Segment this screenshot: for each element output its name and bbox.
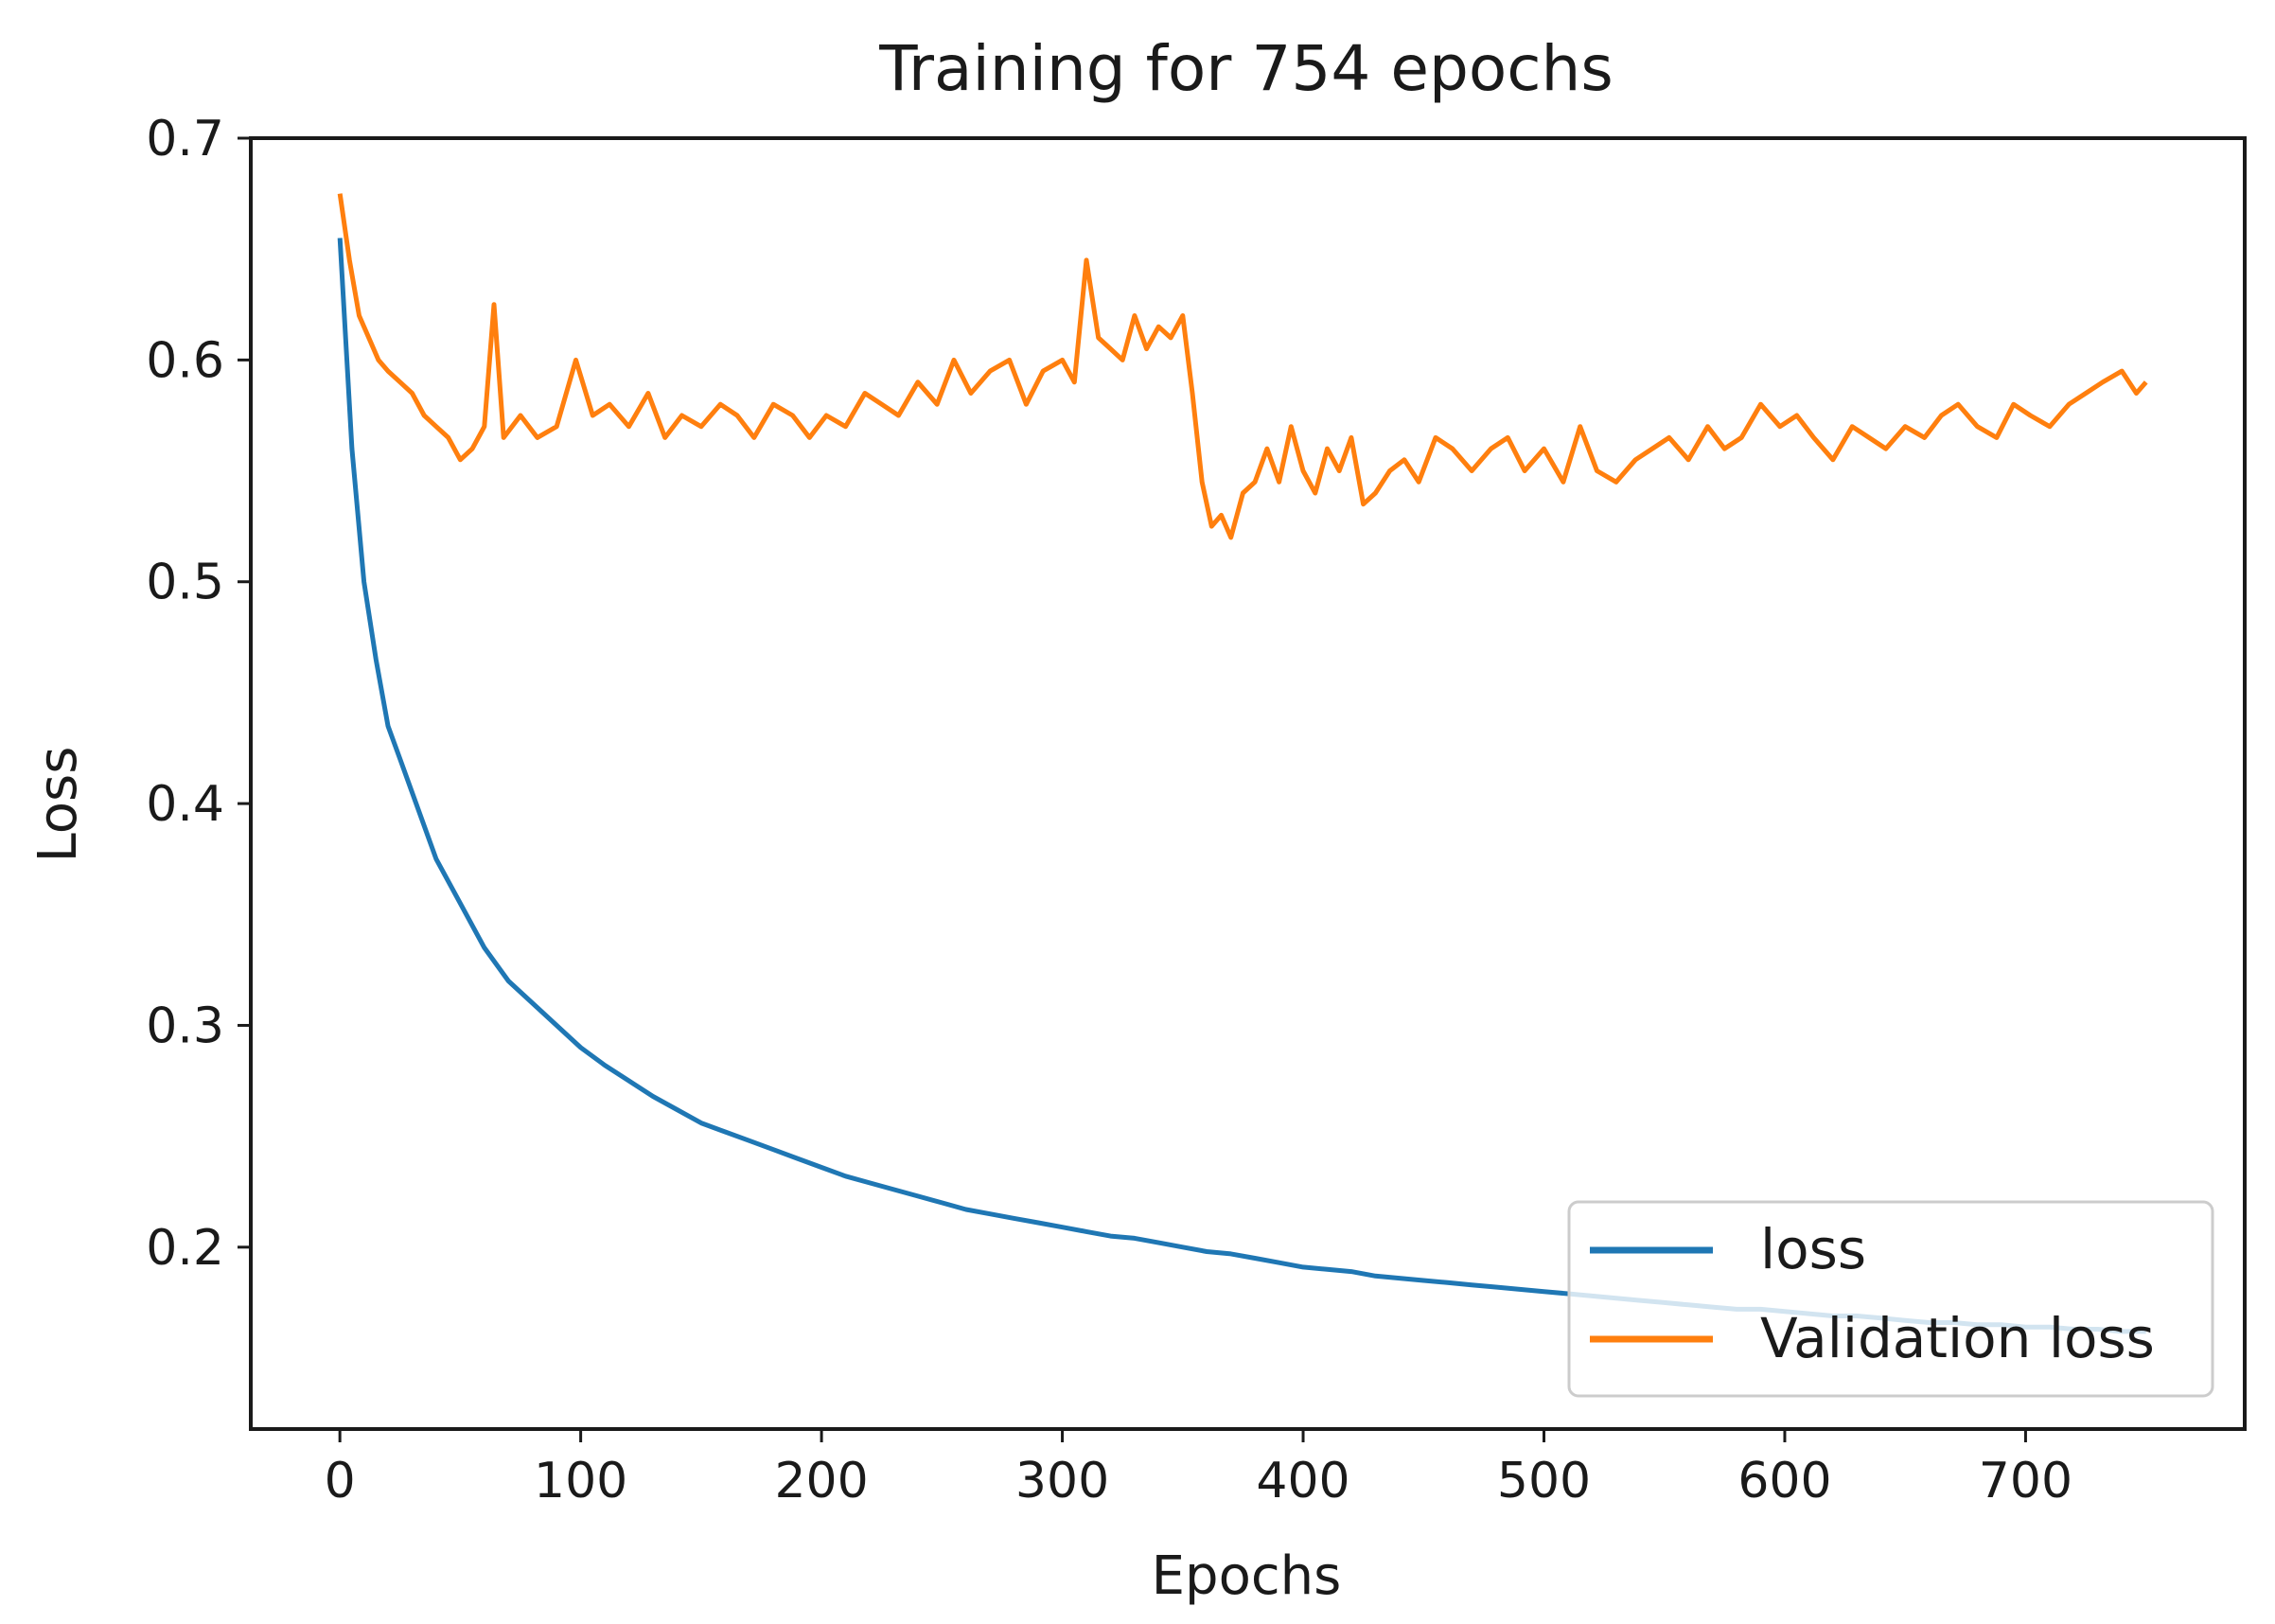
y-tick-label: 0.4 [146,776,224,833]
x-tick-label: 100 [534,1453,627,1509]
y-tick-label: 0.7 [146,111,224,168]
x-tick-label: 700 [1979,1453,2072,1509]
legend-label-loss: loss [1760,1217,1866,1281]
x-axis-title: Epochs [1152,1545,1342,1607]
chart-title: Training for 754 epochs [878,32,1613,105]
x-tick-label: 400 [1256,1453,1349,1509]
legend-box [1567,1200,2214,1398]
y-axis-title: Loss [27,747,89,863]
legend-label-validation-loss: Validation loss [1760,1306,2155,1370]
plot-frame [249,136,2247,1431]
legend: loss Validation loss [1567,1200,2214,1398]
y-axis-ticks: 0.2 0.3 0.4 0.5 0.6 0.7 [146,111,251,1277]
y-tick-label: 0.5 [146,555,224,611]
x-tick-label: 600 [1737,1453,1831,1509]
y-tick-label: 0.3 [146,997,224,1054]
y-tick-label: 0.6 [146,332,224,389]
x-axis-ticks: 0 100 200 300 400 500 600 700 [325,1429,2072,1509]
x-tick-label: 0 [325,1453,356,1509]
x-tick-label: 300 [1015,1453,1109,1509]
series-line-validation-loss [337,193,2148,540]
x-tick-label: 200 [774,1453,868,1509]
x-tick-label: 500 [1497,1453,1591,1509]
y-tick-label: 0.2 [146,1220,224,1277]
